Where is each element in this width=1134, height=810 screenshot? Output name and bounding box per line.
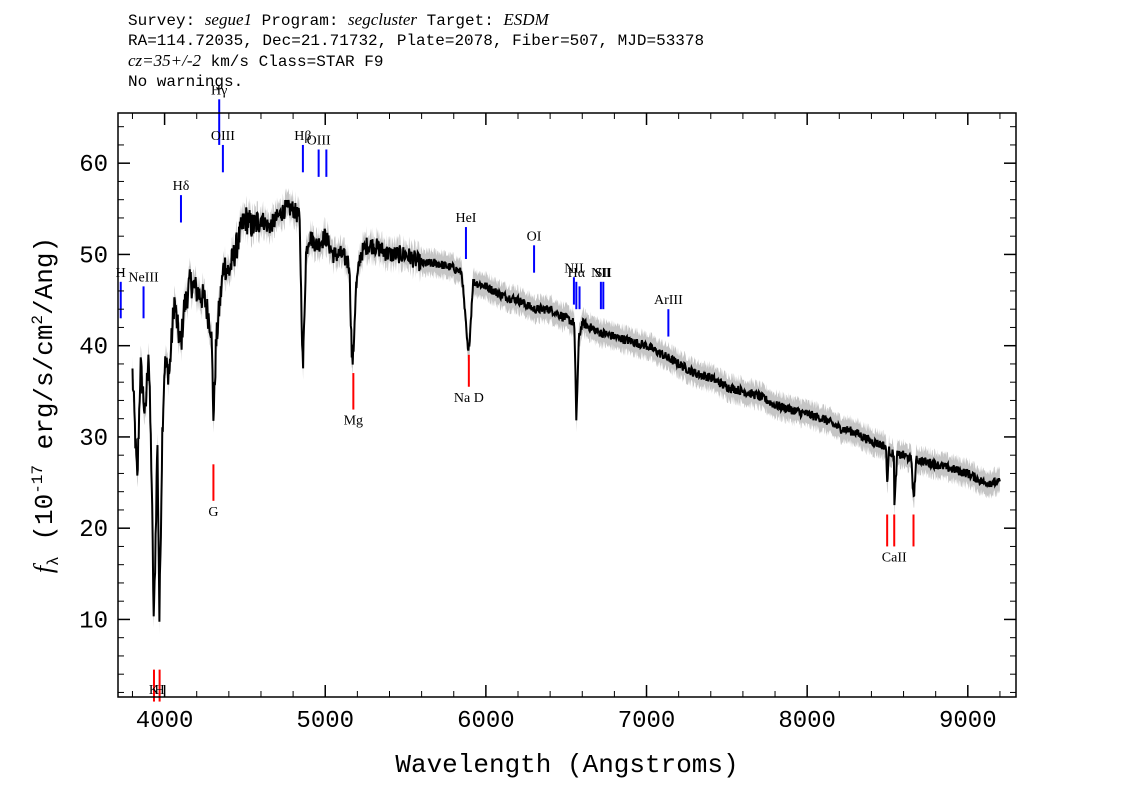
emission-line-label: Hβ — [294, 129, 311, 144]
x-tick-label: 4000 — [136, 708, 194, 735]
emission-line-label: OIII — [307, 134, 331, 149]
absorption-line-label: Mg — [344, 414, 363, 429]
emission-line-label: NII — [591, 266, 611, 281]
x-tick-label: 5000 — [296, 708, 354, 735]
program-label: Program: — [252, 12, 349, 30]
survey-value: segue1 — [204, 10, 253, 29]
spectrum-header: Survey: segue1 Program: segcluster Targe… — [128, 10, 704, 92]
y-axis-title-open: (10 — [30, 494, 60, 556]
emission-line-label: NII — [564, 261, 584, 276]
target-label: Target: — [416, 12, 504, 30]
y-tick-label: 50 — [79, 243, 108, 270]
plot-frame — [117, 112, 1017, 698]
header-survey-line: Survey: segue1 Program: segcluster Targe… — [128, 10, 704, 31]
cz-value: cz=35+/-2 — [128, 51, 201, 70]
emission-line-label: ArIII — [654, 293, 683, 308]
y-axis-title-end: /Ang) — [30, 237, 60, 315]
emission-line-label: NeIII — [128, 270, 159, 285]
error-band — [132, 188, 1000, 634]
survey-label: Survey: — [128, 12, 205, 30]
y-tick-label: 20 — [79, 517, 108, 544]
y-tick-label: 60 — [79, 152, 108, 179]
y-tick-label: 40 — [79, 335, 108, 362]
absorption-line-label: CaII — [882, 550, 907, 565]
class-text: km/s Class=STAR F9 — [201, 53, 384, 71]
emission-line-label: SII — [595, 266, 612, 281]
emission-line-label: Hα — [568, 266, 586, 281]
absorption-line-label: H — [155, 683, 165, 698]
x-tick-label: 7000 — [618, 708, 676, 735]
y-axis-title-sq: 2 — [29, 315, 47, 325]
emission-line-label: OI — [527, 229, 542, 244]
y-axis-title-exp: -17 — [29, 465, 47, 494]
y-tick-label: 10 — [79, 608, 108, 635]
header-coords-line: RA=114.72035, Dec=21.71732, Plate=2078, … — [128, 32, 705, 50]
emission-line-label: HeI — [455, 211, 476, 226]
emission-line-label: OIII — [211, 129, 235, 144]
x-tick-label: 9000 — [939, 708, 997, 735]
spectrum-line — [131, 199, 1001, 622]
absorption-line-label: Na D — [454, 391, 484, 406]
header-cz-line: cz=35+/-2 km/s Class=STAR F9 — [128, 51, 704, 72]
y-axis-title: fλ (10-17 erg/s/cm2/Ang) — [29, 237, 63, 573]
emission-line-label: H — [116, 266, 126, 281]
spectrum-series-layer — [131, 199, 1001, 622]
y-axis-title-mid: erg/s/cm — [30, 325, 60, 465]
emission-line-label: Hγ — [211, 83, 227, 98]
absorption-line-label: G — [208, 505, 218, 520]
target-value: ESDM — [503, 10, 549, 29]
y-axis-title-sub: λ — [45, 556, 63, 566]
program-value: segcluster — [348, 10, 417, 29]
x-tick-label: 8000 — [778, 708, 836, 735]
y-axis-title-f: f — [29, 562, 58, 573]
axes-layer: 4000 5000 6000 7000 8000 9000 10 20 30 40 50 60 — [79, 113, 1016, 735]
x-axis-title: Wavelength (Angstroms) — [395, 750, 738, 780]
emission-line-label: Hδ — [173, 179, 190, 194]
absorption-line-label: K — [149, 683, 159, 698]
error-band-layer — [132, 188, 1000, 634]
x-tick-label: 6000 — [457, 708, 515, 735]
y-tick-label: 30 — [79, 426, 108, 453]
header-warnings-line: No warnings. — [128, 73, 244, 91]
